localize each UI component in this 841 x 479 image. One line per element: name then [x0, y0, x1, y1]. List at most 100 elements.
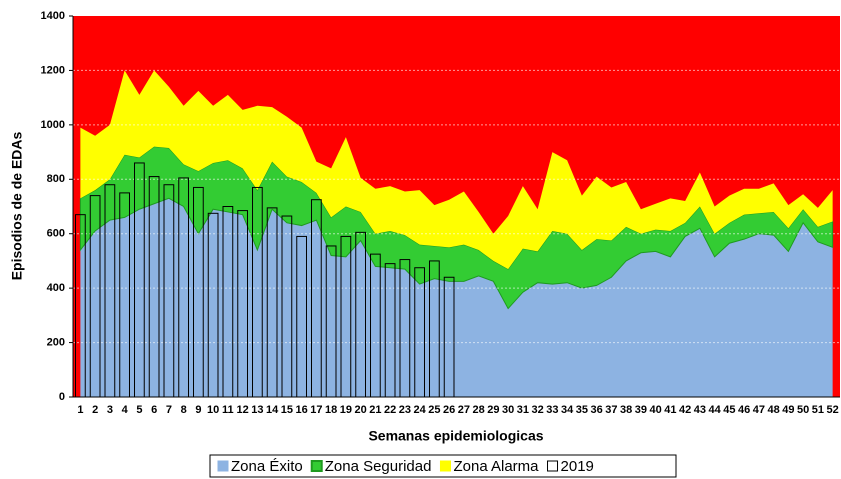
x-tick-label: 29	[487, 404, 499, 416]
bar	[266, 207, 278, 398]
bar	[429, 260, 440, 398]
x-tick-label: 30	[502, 404, 514, 416]
y-tick-label: 800	[47, 173, 65, 185]
bar	[207, 212, 219, 398]
x-tick-label: 28	[473, 404, 485, 416]
y-tick-label: 200	[47, 336, 65, 348]
x-tick-label: 41	[664, 404, 676, 416]
bar	[296, 235, 307, 398]
x-tick-label: 39	[635, 404, 647, 416]
x-tick-label: 31	[517, 404, 529, 416]
bar	[193, 186, 204, 398]
legend-label: Zona Alarma	[453, 458, 539, 475]
bar	[134, 162, 145, 398]
x-tick-label: 43	[694, 404, 706, 416]
y-tick-label: 1400	[41, 10, 65, 22]
x-tick-label: 5	[136, 404, 142, 416]
bar	[104, 184, 116, 398]
legend-swatch	[217, 460, 229, 472]
x-tick-label: 40	[650, 404, 662, 416]
y-tick-label: 0	[59, 391, 65, 403]
x-tick-label: 32	[532, 404, 544, 416]
bar	[443, 276, 455, 398]
x-tick-label: 15	[281, 404, 293, 416]
y-tick-label: 1000	[41, 119, 65, 131]
bar	[252, 186, 263, 398]
legend-swatch	[439, 460, 451, 472]
legend-swatch	[547, 460, 559, 472]
x-tick-label: 21	[369, 404, 381, 416]
bar	[75, 214, 86, 398]
bar	[89, 195, 101, 398]
x-tick-label: 9	[195, 404, 201, 416]
bar	[414, 267, 425, 398]
bar	[281, 215, 293, 398]
legend-label: Zona Seguridad	[325, 458, 432, 475]
x-tick-label: 23	[399, 404, 411, 416]
bar	[178, 177, 189, 398]
x-axis-title: Semanas epidemiologicas	[368, 428, 543, 444]
x-tick-label: 52	[827, 404, 839, 416]
x-tick-label: 6	[151, 404, 157, 416]
x-tick-label: 27	[458, 404, 470, 416]
bar	[311, 199, 322, 398]
x-tick-label: 8	[181, 404, 187, 416]
bar	[119, 192, 130, 398]
x-tick-label: 18	[325, 404, 337, 416]
x-tick-label: 36	[591, 404, 603, 416]
x-tick-label: 14	[266, 404, 279, 416]
x-tick-label: 4	[122, 404, 129, 416]
x-tick-label: 11	[222, 404, 234, 416]
x-tick-label: 49	[782, 404, 794, 416]
x-tick-label: 12	[237, 404, 249, 416]
x-tick-label: 25	[428, 404, 440, 416]
x-tick-label: 46	[738, 404, 750, 416]
area	[80, 70, 833, 270]
x-tick-label: 42	[679, 404, 691, 416]
bar	[370, 253, 381, 398]
x-tick-label: 38	[620, 404, 632, 416]
x-tick-label: 50	[797, 404, 809, 416]
x-tick-label: 51	[812, 404, 824, 416]
bar	[355, 231, 366, 398]
y-axis-title: Episodios de de EDAs	[9, 131, 25, 280]
x-tick-label: 17	[310, 404, 322, 416]
legend-box	[209, 454, 677, 478]
x-tick-label: 3	[107, 404, 113, 416]
area	[80, 198, 833, 397]
bar	[163, 184, 175, 398]
bar	[340, 235, 352, 398]
x-tick-label: 47	[753, 404, 765, 416]
x-tick-label: 13	[251, 404, 263, 416]
bar	[222, 206, 234, 398]
x-tick-label: 22	[384, 404, 396, 416]
y-tick-label: 600	[47, 228, 65, 240]
x-tick-label: 2	[92, 404, 98, 416]
x-tick-label: 34	[561, 404, 574, 416]
x-tick-label: 24	[414, 404, 427, 416]
bar	[325, 245, 337, 398]
bar	[237, 210, 248, 398]
x-tick-label: 7	[166, 404, 172, 416]
x-tick-label: 10	[207, 404, 219, 416]
x-tick-label: 37	[605, 404, 617, 416]
x-tick-label: 20	[355, 404, 367, 416]
x-tick-label: 1	[77, 404, 83, 416]
x-tick-label: 35	[576, 404, 588, 416]
x-tick-label: 48	[768, 404, 780, 416]
bar	[399, 259, 411, 398]
bar	[148, 176, 160, 398]
legend-swatch	[310, 460, 323, 472]
x-tick-label: 19	[340, 404, 352, 416]
y-tick-label: 1200	[41, 64, 65, 76]
x-tick-label: 45	[723, 404, 735, 416]
x-tick-label: 16	[296, 404, 308, 416]
x-tick-label: 33	[546, 404, 558, 416]
legend-label: 2019	[561, 458, 594, 475]
x-tick-label: 44	[709, 404, 722, 416]
x-tick-label: 26	[443, 404, 455, 416]
y-tick-label: 400	[47, 282, 65, 294]
bar	[384, 263, 396, 398]
legend-label: Zona Éxito	[231, 458, 303, 475]
